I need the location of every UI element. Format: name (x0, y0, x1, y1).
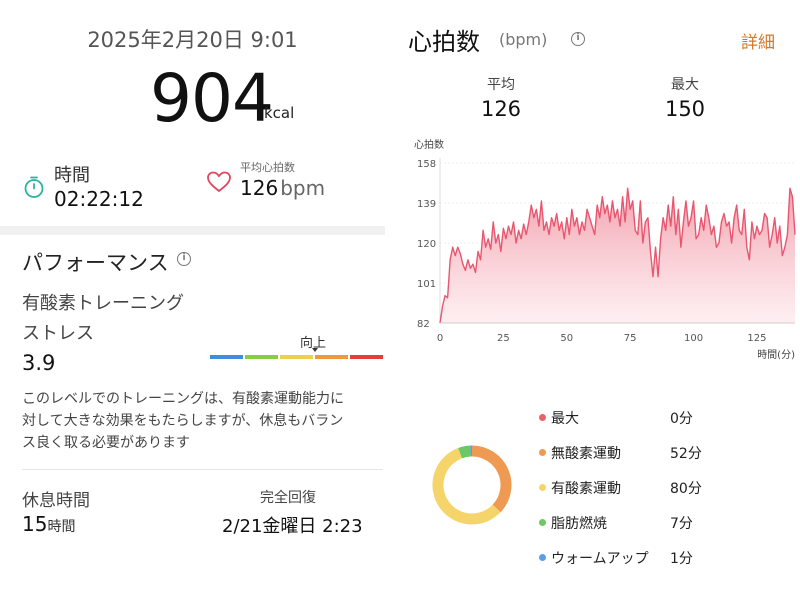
heart-rate-unit: (bpm) (499, 30, 548, 49)
rest-time-value: 15時間 (22, 512, 75, 536)
chart-x-tick: 125 (747, 333, 766, 344)
chart-x-tick: 100 (684, 333, 703, 344)
heart-outline-icon (207, 171, 231, 192)
zone-donut-chart (432, 445, 512, 525)
stress-scale-segment (350, 355, 383, 359)
zone-time: 52分 (670, 446, 702, 462)
chart-series-line (439, 187, 796, 324)
training-stress-label: 有酸素トレーニング ストレス (22, 289, 222, 349)
stress-scale-bar (210, 355, 385, 359)
full-recovery-label: 完全回復 (260, 490, 316, 506)
calories-unit: kcal (264, 104, 295, 122)
chart-xlabel: 時間(分) (757, 349, 795, 361)
chart-x-tick: 0 (437, 333, 443, 344)
zone-name: 無酸素運動 (551, 446, 621, 462)
training-stress-label-line1: 有酸素トレーニング (22, 293, 184, 314)
stress-scale-segment (245, 355, 278, 359)
scale-marker (312, 348, 318, 352)
hr-avg-value: 126 (480, 97, 522, 121)
chart-y-tick: 139 (417, 199, 436, 210)
chart-x-tick: 75 (624, 333, 637, 344)
zone-legend-row: 有酸素運動 80分 (535, 478, 800, 498)
donut-slice (471, 445, 512, 513)
zone-legend-row: ウォームアップ 1分 (535, 548, 800, 568)
training-description: このレベルでのトレーニングは、有酸素運動能力に 対して大きな効果をもたらしますが、… (22, 388, 385, 454)
donut-slice (458, 445, 471, 459)
stress-scale-segment (280, 355, 313, 359)
chart-ylabel: 心拍数 (414, 138, 444, 151)
avg-heart-rate-value: 126 bpm (240, 176, 325, 200)
workout-date: 2025年2月20日 9:01 (87, 28, 298, 52)
details-button[interactable]: 詳細 (741, 33, 775, 53)
rest-time-number: 15 (22, 512, 48, 536)
scale-marker-label: 向上 (300, 336, 327, 351)
rest-time-unit: 時間 (47, 519, 76, 535)
chart-y-tick: 82 (417, 319, 430, 330)
training-stress-value: 3.9 (22, 351, 56, 375)
avg-heart-rate-number: 126 (240, 176, 279, 200)
heart-rate-title: 心拍数 (408, 28, 480, 56)
zone-name: ウォームアップ (551, 551, 649, 567)
chart-y-tick: 101 (417, 279, 436, 290)
chart-y-tick: 120 (417, 239, 436, 250)
chart-x-tick: 25 (497, 333, 510, 344)
description-line: 対して大きな効果をもたらしますが、休息もバラン (22, 413, 344, 429)
zone-time: 80分 (670, 481, 702, 497)
chart-area-fill (440, 188, 795, 323)
duration-label: 時間 (54, 165, 90, 186)
description-line: ス良く取る必要があります (22, 435, 190, 451)
divider (22, 469, 383, 470)
stopwatch-icon (24, 176, 44, 198)
zone-time: 1分 (670, 551, 693, 567)
duration-value: 02:22:12 (54, 187, 144, 211)
hr-max-label: 最大 (671, 77, 699, 93)
avg-heart-rate-label: 平均心拍数 (240, 161, 295, 174)
description-line: このレベルでのトレーニングは、有酸素運動能力に (22, 391, 344, 407)
performance-title: パフォーマンス (22, 251, 169, 275)
zone-color-dot (539, 484, 546, 491)
avg-heart-rate-unit: bpm (280, 176, 326, 200)
training-stress-label-line2: ストレス (22, 323, 94, 344)
info-icon[interactable]: i (571, 32, 585, 46)
workout-summary-panel: 2025年2月20日 9:01 904 kcal 時間 02:22:12 平均心… (0, 0, 385, 593)
section-separator (0, 226, 385, 235)
chart-x-tick: 50 (560, 333, 573, 344)
zone-color-dot (539, 554, 546, 561)
zone-color-dot (539, 449, 546, 456)
full-recovery-value: 2/21金曜日 2:23 (222, 516, 363, 537)
zone-legend-row: 無酸素運動 52分 (535, 443, 800, 463)
stress-scale-segment (315, 355, 348, 359)
zone-name: 最大 (551, 411, 579, 427)
calories-value: 904 (150, 60, 274, 137)
rest-time-label: 休息時間 (22, 491, 90, 511)
heart-rate-chart: 心拍数 158 139 120 101 82 0 25 50 75 100 125 時間(分) (414, 138, 796, 361)
zone-time: 7分 (670, 516, 693, 532)
hr-avg-label: 平均 (487, 77, 515, 93)
zone-time: 0分 (670, 411, 693, 427)
heart-rate-panel: 心拍数 (bpm) i 詳細 平均 126 最大 150 心拍数 158 139 12… (385, 0, 800, 593)
donut-slice (432, 448, 501, 525)
zone-name: 有酸素運動 (551, 481, 621, 497)
zone-legend-row: 脂肪燃焼 7分 (535, 513, 800, 533)
hr-max-value: 150 (664, 97, 706, 121)
zone-name: 脂肪燃焼 (551, 516, 607, 532)
zone-color-dot (539, 414, 546, 421)
stress-scale-segment (210, 355, 243, 359)
zone-legend-row: 最大 0分 (535, 408, 800, 428)
chart-y-tick: 158 (417, 159, 436, 170)
info-icon[interactable]: i (177, 252, 191, 266)
zone-color-dot (539, 519, 546, 526)
